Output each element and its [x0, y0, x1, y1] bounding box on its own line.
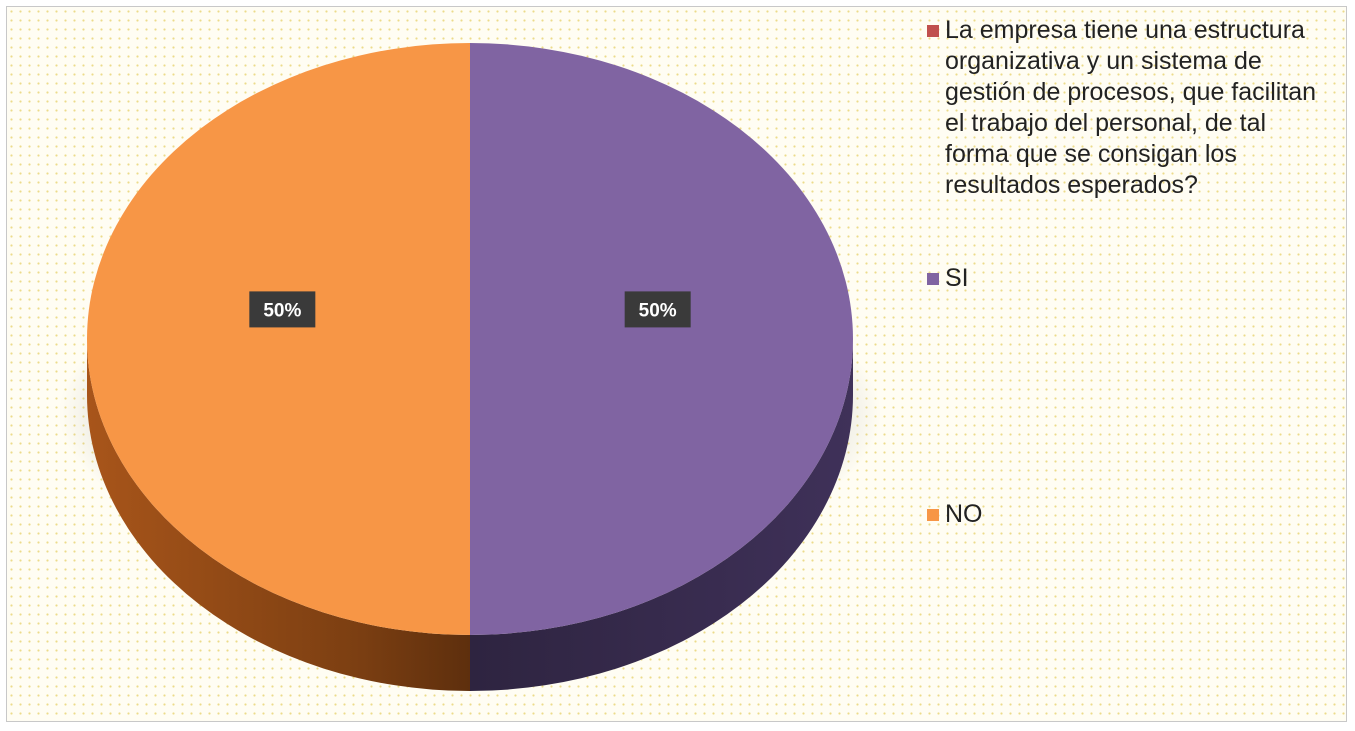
legend-label-si: SI [945, 264, 969, 292]
data-label-no: 50% [263, 300, 301, 321]
legend-swatch-no [927, 509, 939, 521]
chart-area: 50% 50% La empresa tiene una estructura o… [6, 6, 1347, 722]
pie-slice-si [470, 43, 853, 635]
legend-swatch-question [927, 25, 939, 37]
pie-side-no [87, 339, 470, 691]
data-label-si: 50% [639, 300, 677, 321]
legend-swatch-si [927, 273, 939, 285]
legend-item-question: La empresa tiene una estructura organiza… [927, 15, 1327, 201]
data-label-box-no [249, 291, 316, 328]
pie-chart: 50% 50% [59, 43, 881, 691]
data-label-box-si [624, 291, 691, 328]
pie-slice-no [87, 43, 470, 635]
legend-label-question: La empresa tiene una estructura organiza… [945, 16, 1317, 199]
legend-item-si: SI [927, 263, 1327, 294]
pie-side-si [470, 339, 853, 691]
legend-item-no: NO [927, 499, 1327, 530]
legend-label-no: NO [945, 500, 983, 528]
